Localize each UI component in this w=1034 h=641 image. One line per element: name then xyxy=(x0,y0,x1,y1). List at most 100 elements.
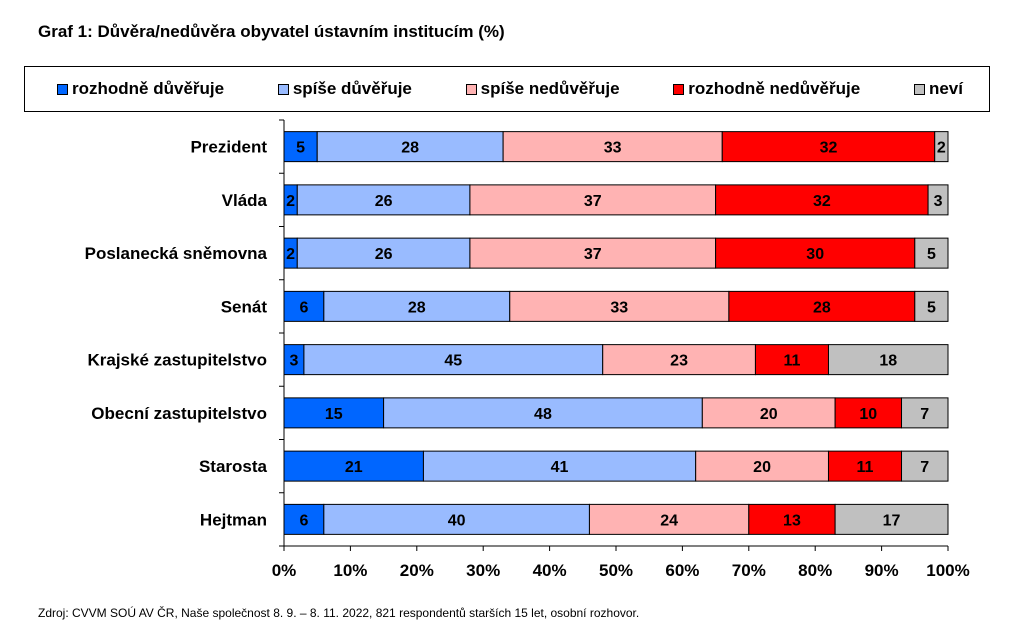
x-tick-label: 50% xyxy=(599,561,633,580)
legend-item: spíše důvěřuje xyxy=(277,79,412,99)
data-label: 32 xyxy=(820,140,838,157)
category-label: Krajské zastupitelstvo xyxy=(87,351,267,370)
data-label: 32 xyxy=(813,193,831,210)
data-label: 3 xyxy=(290,353,299,370)
data-label: 2 xyxy=(937,140,946,157)
bar-segment xyxy=(303,344,604,376)
category-label: Hejtman xyxy=(200,510,267,529)
x-tick-label: 80% xyxy=(798,561,832,580)
data-label: 26 xyxy=(375,193,393,210)
data-label: 26 xyxy=(375,246,393,263)
bar-segment xyxy=(316,131,504,163)
data-label: 5 xyxy=(296,140,305,157)
legend-label: neví xyxy=(928,79,963,98)
bar-segment xyxy=(927,184,949,216)
data-label: 7 xyxy=(920,406,929,423)
bar-segment xyxy=(701,397,836,429)
x-tick-label: 20% xyxy=(400,561,434,580)
bar-segment xyxy=(283,290,325,322)
data-label: 24 xyxy=(660,512,678,529)
data-label: 28 xyxy=(813,299,831,316)
data-label: 2 xyxy=(286,193,295,210)
legend-label: rozhodně nedůvěřuje xyxy=(688,79,861,98)
bar-segment xyxy=(296,237,471,269)
bar-segment xyxy=(695,450,829,482)
data-label: 41 xyxy=(551,459,569,476)
bar-segment xyxy=(834,503,949,535)
data-label: 28 xyxy=(401,140,419,157)
bar-segment xyxy=(422,450,697,482)
bar-segment xyxy=(914,290,949,322)
data-label: 6 xyxy=(299,299,308,316)
data-label: 33 xyxy=(604,140,622,157)
legend-item: rozhodně nedůvěřuje xyxy=(673,79,860,99)
data-label: 11 xyxy=(857,459,874,476)
bar-segment xyxy=(283,397,385,429)
bar-segment xyxy=(715,184,929,216)
category-label: Senát xyxy=(221,297,268,316)
bar-segment xyxy=(588,503,750,535)
data-label: 37 xyxy=(584,193,602,210)
data-label: 11 xyxy=(783,353,800,370)
bar-segment xyxy=(509,290,730,322)
legend-item: neví xyxy=(913,79,963,99)
data-label: 23 xyxy=(670,353,688,370)
data-label: 7 xyxy=(920,459,929,476)
bar-segment xyxy=(748,503,836,535)
category-label: Vláda xyxy=(222,191,268,210)
category-label: Poslanecká sněmovna xyxy=(85,244,268,263)
bar-segment xyxy=(754,344,829,376)
bar-segment xyxy=(901,450,949,482)
bar-segment xyxy=(283,450,424,482)
data-label: 28 xyxy=(408,299,426,316)
x-tick-label: 70% xyxy=(732,561,766,580)
bar-segment xyxy=(728,290,916,322)
bar-segment xyxy=(469,184,717,216)
data-label: 45 xyxy=(444,353,462,370)
data-label: 40 xyxy=(448,512,466,529)
bar-segment xyxy=(296,184,471,216)
legend-swatch xyxy=(57,83,68,95)
bar-segment xyxy=(502,131,723,163)
category-label: Starosta xyxy=(199,457,268,476)
bar-segment xyxy=(901,397,949,429)
legend-swatch xyxy=(673,83,685,95)
x-tick-label: 0% xyxy=(272,561,297,580)
data-label: 21 xyxy=(345,459,363,476)
bar-segment xyxy=(827,450,903,482)
data-label: 3 xyxy=(934,193,943,210)
data-label: 15 xyxy=(325,406,343,423)
data-label: 6 xyxy=(299,512,308,529)
category-label: Prezident xyxy=(190,138,267,157)
data-label: 33 xyxy=(610,299,628,316)
data-label: 20 xyxy=(753,459,771,476)
legend-item: rozhodně důvěřuje xyxy=(57,79,224,99)
chart-title: Graf 1: Důvěra/nedůvěra obyvatel ústavní… xyxy=(38,22,505,41)
x-tick-label: 100% xyxy=(926,561,969,580)
data-label: 17 xyxy=(883,512,901,529)
legend-swatch xyxy=(913,83,925,95)
bar-segment xyxy=(827,344,949,376)
data-label: 18 xyxy=(879,353,897,370)
data-label: 48 xyxy=(534,406,552,423)
x-tick-label: 10% xyxy=(333,561,367,580)
legend-label: spíše důvěřuje xyxy=(292,79,412,98)
legend-label: rozhodně důvěřuje xyxy=(72,79,225,98)
legend-swatch xyxy=(277,83,289,95)
bar-segment xyxy=(934,131,949,163)
data-label: 5 xyxy=(927,299,936,316)
x-tick-label: 90% xyxy=(865,561,899,580)
data-label: 2 xyxy=(286,246,295,263)
legend: rozhodně důvěřuje spíše důvěřuje spíše ned… xyxy=(24,66,990,112)
x-tick-label: 60% xyxy=(665,561,699,580)
data-label: 5 xyxy=(927,246,936,263)
x-tick-label: 40% xyxy=(533,561,567,580)
bar-segment xyxy=(715,237,916,269)
legend-swatch xyxy=(465,83,477,95)
bar-segment xyxy=(323,290,511,322)
bar-segment xyxy=(323,503,590,535)
bar-segment xyxy=(469,237,717,269)
data-label: 20 xyxy=(760,406,778,423)
x-tick-label: 30% xyxy=(466,561,500,580)
legend-item: spíše nedůvěřuje xyxy=(465,79,620,99)
